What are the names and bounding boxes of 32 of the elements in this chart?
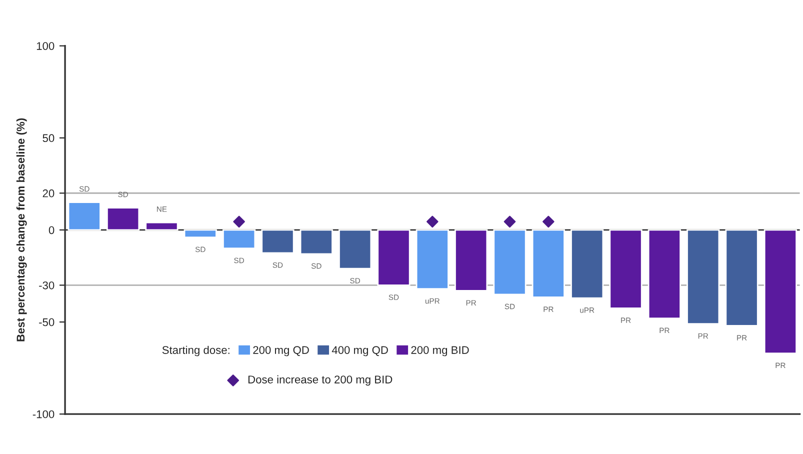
bar bbox=[416, 229, 449, 290]
bar bbox=[493, 229, 526, 296]
y-tick-label: -50 bbox=[39, 318, 54, 326]
y-tick-label: 100 bbox=[36, 42, 54, 50]
legend-label: Dose increase to 200 mg BID bbox=[248, 375, 392, 386]
y-tick-label: 0 bbox=[48, 226, 54, 234]
legend-label: 200 mg BID bbox=[411, 346, 469, 356]
y-tick-label: -30 bbox=[39, 281, 54, 290]
bar bbox=[725, 229, 758, 326]
bar bbox=[532, 229, 565, 298]
bar bbox=[300, 229, 333, 255]
bar bbox=[145, 222, 178, 231]
bar bbox=[764, 229, 798, 354]
legend-label: 200 mg QD bbox=[253, 346, 309, 356]
bar bbox=[184, 229, 217, 238]
bar bbox=[68, 202, 101, 231]
bar bbox=[338, 229, 372, 270]
y-tick-label: 50 bbox=[42, 134, 54, 142]
y-axis-title: Best percentage change from baseline (%) bbox=[16, 118, 27, 342]
y-tick-label: -100 bbox=[32, 410, 54, 418]
bar bbox=[648, 229, 681, 320]
bar bbox=[686, 229, 720, 325]
bar bbox=[609, 229, 642, 309]
bar bbox=[106, 207, 140, 231]
legend-label: 400 mg QD bbox=[332, 346, 388, 356]
bar bbox=[454, 229, 488, 292]
legend-title: Starting dose: bbox=[162, 346, 230, 356]
bar bbox=[570, 229, 604, 299]
bar bbox=[377, 229, 410, 286]
bar bbox=[222, 229, 256, 250]
y-tick-label: 20 bbox=[42, 189, 54, 198]
bar bbox=[261, 229, 294, 254]
